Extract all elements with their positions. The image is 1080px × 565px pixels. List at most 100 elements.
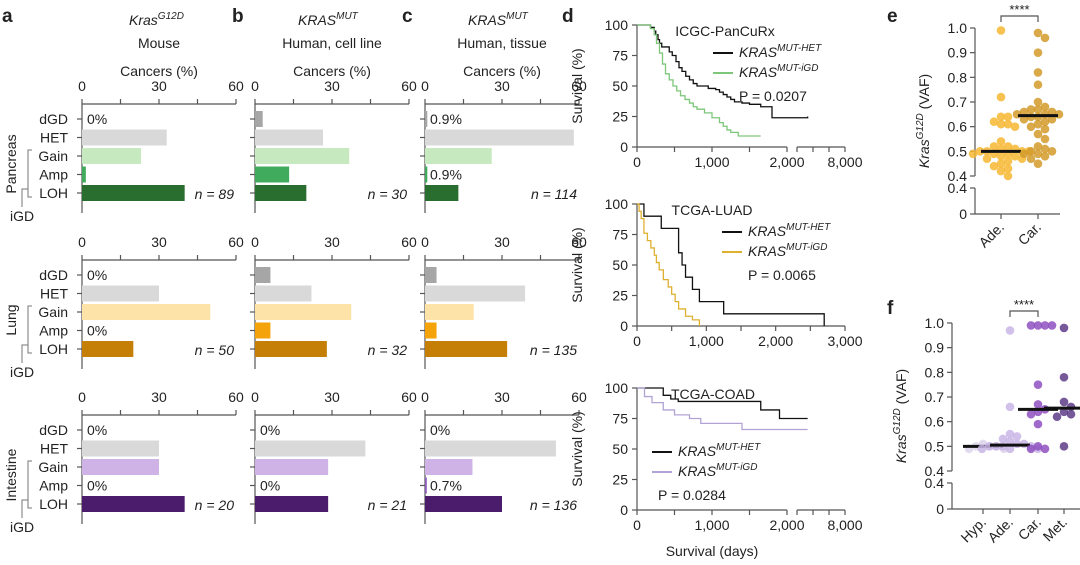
bar-loh xyxy=(82,496,185,512)
vaf-y-title-sup: G12D xyxy=(892,408,903,434)
km-y-axis-title: Survival (%) xyxy=(569,48,585,123)
data-point-car xyxy=(1033,400,1043,409)
legend-label: KRASMUT-iGD xyxy=(678,462,757,479)
bar-amp xyxy=(425,166,428,183)
km-curve-mut-igd xyxy=(637,203,701,326)
column-gene-b-sup: MUT xyxy=(336,11,359,22)
vaf-y-tick-label: 0.4 xyxy=(925,463,945,479)
category-label: HET xyxy=(40,130,68,146)
column-gene-c: KRASMUT xyxy=(468,11,529,28)
km-x-tick-label: 2,000 xyxy=(769,517,804,533)
bar-het xyxy=(425,285,526,302)
data-point-car xyxy=(1040,144,1050,154)
data-point-car xyxy=(1040,151,1050,161)
bar-gain xyxy=(82,304,211,320)
bar-amp xyxy=(425,477,427,494)
x-axis-title-a: Cancers (%) xyxy=(120,63,198,79)
data-point-ade xyxy=(1010,122,1020,131)
x-tick-label: 30 xyxy=(324,234,340,250)
vaf-x-tick-label: Ade. xyxy=(975,219,1007,251)
x-axis-title-c: Cancers (%) xyxy=(463,63,541,79)
km-x-tick-label: 8,000 xyxy=(827,154,862,170)
sample-size-label: n = 136 xyxy=(530,497,577,513)
data-point-ade xyxy=(968,149,978,159)
x-tick-label: 0 xyxy=(78,389,86,405)
bar-het xyxy=(82,129,167,146)
km-plot-title: ICGC-PanCuRx xyxy=(675,23,775,39)
tissue-label-lung: Lung xyxy=(3,304,19,335)
category-label: Gain xyxy=(38,459,68,475)
legend-label: KRASMUT-iGD xyxy=(739,63,818,80)
km-curve-mut-igd xyxy=(637,24,761,137)
km-x-tick-label: 3,000 xyxy=(827,333,862,349)
data-point-met xyxy=(1066,409,1076,419)
bar-het xyxy=(82,285,159,302)
legend-label-main: KRAS xyxy=(678,443,717,459)
bar-het xyxy=(82,440,159,457)
vaf-y-tick-label: 0.4 xyxy=(948,168,968,184)
data-point-car xyxy=(1047,107,1057,117)
data-point-met xyxy=(1059,323,1069,333)
column-gene-c-sup: MUT xyxy=(506,11,529,22)
data-point-car xyxy=(1033,48,1043,57)
data-point-car xyxy=(1026,444,1036,454)
data-point-car xyxy=(1026,409,1036,419)
x-tick-label: 0 xyxy=(78,78,86,94)
bar-value-label: 0% xyxy=(87,478,107,494)
column-subtitle-c: Human, tissue xyxy=(457,35,547,51)
km-y-tick-label: 0 xyxy=(620,139,628,155)
panel-letter-c: c xyxy=(402,6,413,27)
bar-het xyxy=(255,440,366,457)
tissue-label-pancreas: Pancreas xyxy=(3,134,19,193)
km-y-tick-label: 75 xyxy=(612,411,628,427)
x-tick-label: 30 xyxy=(494,78,510,94)
x-axis-title-b: Cancers (%) xyxy=(293,63,371,79)
data-point-ade xyxy=(996,119,1006,129)
vaf-y-tick-label: 0.8 xyxy=(948,69,968,85)
x-tick-label: 60 xyxy=(228,234,244,250)
km-plot-title: TCGA-COAD xyxy=(671,386,755,402)
x-tick-label: 0 xyxy=(421,78,429,94)
bar-loh xyxy=(255,496,329,512)
data-point-car xyxy=(1033,321,1043,330)
km-y-tick-label: 100 xyxy=(605,196,629,212)
data-point-car xyxy=(1033,380,1043,389)
x-tick-label: 30 xyxy=(324,389,340,405)
x-tick-label: 0 xyxy=(421,389,429,405)
panel-letter-f: f xyxy=(887,298,894,319)
bar-dgd xyxy=(255,267,271,283)
legend-label: KRASMUT-HET xyxy=(748,222,831,239)
bar-value-label: 0% xyxy=(260,478,280,494)
data-point-car xyxy=(1033,142,1043,151)
vaf-y-axis-title: KrasG12D (VAF) xyxy=(892,369,909,463)
vaf-y-title-gene: Kras xyxy=(916,139,932,168)
x-tick-label: 60 xyxy=(401,389,417,405)
category-label: dGD xyxy=(39,111,68,127)
igd-label: iGD xyxy=(10,364,34,380)
x-tick-label: 0 xyxy=(251,78,259,94)
x-tick-label: 30 xyxy=(151,78,167,94)
data-point-car xyxy=(1026,321,1036,330)
category-label: Amp xyxy=(39,478,68,494)
column-subtitle-b: Human, cell line xyxy=(282,35,382,51)
bar-gain xyxy=(425,148,492,164)
legend-label-main: KRAS xyxy=(678,463,717,479)
bar-value-label: 0.7% xyxy=(430,478,462,494)
km-plot-title: TCGA-LUAD xyxy=(672,202,753,218)
km-y-tick-label: 25 xyxy=(612,109,628,125)
data-point-car xyxy=(1026,122,1036,131)
category-label: LOH xyxy=(39,185,68,201)
km-y-tick-label: 25 xyxy=(612,288,628,304)
data-point-ade xyxy=(996,166,1006,176)
igd-bracket xyxy=(27,460,32,509)
km-curve-mut-igd xyxy=(637,387,808,431)
x-tick-label: 60 xyxy=(228,389,244,405)
data-point-car xyxy=(1033,129,1043,139)
km-y-tick-label: 100 xyxy=(605,380,629,396)
data-point-met xyxy=(1059,372,1069,382)
km-curve-mut-het xyxy=(637,387,808,420)
data-point-ade xyxy=(996,112,1006,122)
column-gene-c-main: KRAS xyxy=(468,12,507,28)
panel-letter-e: e xyxy=(887,6,898,27)
category-label: HET xyxy=(40,441,68,457)
